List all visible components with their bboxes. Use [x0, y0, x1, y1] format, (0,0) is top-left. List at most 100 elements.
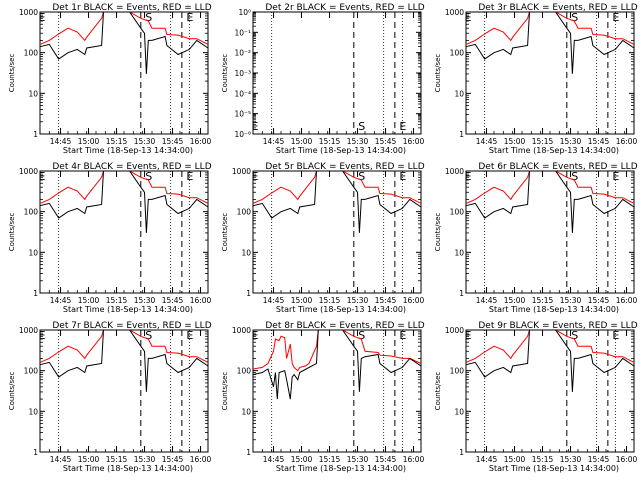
x-tick-label: 16:00 — [190, 455, 212, 464]
x-tick-label: 15:15 — [319, 455, 341, 464]
y-tick-label: 1000 — [445, 8, 464, 17]
x-tick-label: 16:00 — [616, 137, 638, 146]
x-tick-label: 15:45 — [588, 455, 610, 464]
event-marker-label: E — [465, 170, 472, 183]
x-axis-label: Start Time (18-Sep-13 14:34:00) — [489, 305, 619, 314]
x-tick-label: 14:45 — [263, 455, 285, 464]
x-axis-label: Start Time (18-Sep-13 14:34:00) — [63, 305, 193, 314]
x-tick-label: 15:00 — [504, 137, 526, 146]
x-tick-label: 15:15 — [106, 296, 128, 305]
x-tick-label: 15:45 — [375, 137, 397, 146]
event-marker-label: E — [399, 329, 406, 342]
x-tick-label: 15:00 — [78, 455, 100, 464]
y-tick-label: 10 — [241, 407, 251, 416]
x-axis-label: Start Time (18-Sep-13 14:34:00) — [489, 146, 619, 155]
x-tick-label: 15:45 — [375, 455, 397, 464]
x-tick-label: 16:00 — [616, 455, 638, 464]
x-tick-label: 15:30 — [560, 137, 582, 146]
panel-title: Det 8r BLACK = Events, RED = LLD — [265, 321, 424, 331]
events-series-line — [39, 329, 209, 392]
y-tick-label: 1 — [246, 448, 251, 457]
lld-series-line — [39, 170, 209, 204]
lld-series-line — [252, 329, 422, 372]
y-tick-label: 100 — [237, 367, 252, 376]
y-tick-label: 10 — [28, 407, 38, 416]
y-tick-label: 100 — [450, 49, 465, 58]
y-tick-label: 100 — [450, 208, 465, 217]
y-axis-label: Counts/sec — [221, 213, 229, 252]
y-tick-label: 100 — [237, 208, 252, 217]
x-tick-label: 15:00 — [78, 137, 100, 146]
y-axis-label: Counts/sec — [8, 54, 16, 93]
x-tick-label: 15:30 — [347, 137, 369, 146]
y-axis-label: Counts/sec — [434, 372, 442, 411]
y-tick-label: 10⁻⁴ — [234, 89, 251, 98]
lld-series-line — [465, 11, 635, 45]
x-axis-label: Start Time (18-Sep-13 14:34:00) — [63, 464, 193, 473]
panel-title: Det 7r BLACK = Events, RED = LLD — [52, 321, 211, 331]
y-tick-label: 10⁻⁶ — [234, 130, 251, 139]
y-tick-label: 10 — [28, 248, 38, 257]
x-tick-label: 16:00 — [403, 296, 425, 305]
x-tick-label: 15:30 — [560, 296, 582, 305]
event-marker-label: S — [145, 170, 152, 183]
event-marker-label: E — [252, 120, 259, 133]
events-series-line — [252, 170, 422, 233]
x-tick-label: 15:00 — [291, 137, 313, 146]
event-marker-label: S — [358, 170, 365, 183]
y-tick-label: 10 — [454, 248, 464, 257]
x-tick-label: 15:15 — [319, 296, 341, 305]
x-tick-label: 16:00 — [403, 455, 425, 464]
y-tick-label: 100 — [24, 208, 39, 217]
x-tick-label: 15:30 — [134, 455, 156, 464]
y-tick-label: 1 — [33, 448, 38, 457]
x-tick-label: 15:30 — [560, 455, 582, 464]
x-tick-label: 15:15 — [106, 455, 128, 464]
panel-title: Det 4r BLACK = Events, RED = LLD — [52, 162, 211, 172]
x-tick-label: 16:00 — [190, 296, 212, 305]
x-tick-label: 15:15 — [532, 455, 554, 464]
panel-title: Det 3r BLACK = Events, RED = LLD — [478, 3, 637, 13]
events-series-line — [465, 329, 635, 392]
y-tick-label: 1 — [459, 130, 464, 139]
event-marker-label: E — [39, 11, 46, 24]
x-tick-label: 14:45 — [476, 296, 498, 305]
event-marker-label: E — [612, 11, 619, 24]
x-tick-label: 15:15 — [532, 137, 554, 146]
y-axis-label: Counts/sec — [8, 213, 16, 252]
x-tick-label: 15:30 — [347, 455, 369, 464]
event-marker-label: E — [612, 329, 619, 342]
y-tick-label: 10⁰ — [238, 8, 251, 17]
x-axis-label: Start Time (18-Sep-13 14:34:00) — [276, 464, 406, 473]
lld-series-line — [39, 329, 209, 363]
event-marker-label: E — [252, 329, 259, 342]
y-axis-label: Counts/sec — [221, 372, 229, 411]
x-tick-label: 14:45 — [50, 455, 72, 464]
x-tick-label: 15:45 — [588, 296, 610, 305]
y-tick-label: 10⁻¹ — [234, 28, 251, 37]
event-marker-label: E — [465, 329, 472, 342]
lld-series-line — [252, 170, 422, 204]
y-tick-label: 1000 — [232, 326, 251, 335]
panel-title: Det 5r BLACK = Events, RED = LLD — [265, 162, 424, 172]
x-tick-label: 14:45 — [263, 296, 285, 305]
y-tick-label: 1000 — [19, 326, 38, 335]
x-tick-label: 15:30 — [134, 137, 156, 146]
x-axis-label: Start Time (18-Sep-13 14:34:00) — [489, 464, 619, 473]
event-marker-label: E — [39, 329, 46, 342]
y-axis-label: Counts/sec — [221, 54, 229, 93]
x-tick-label: 16:00 — [190, 137, 212, 146]
event-marker-label: E — [39, 170, 46, 183]
lld-series-line — [465, 329, 635, 363]
x-tick-label: 15:30 — [134, 296, 156, 305]
panel-title: Det 1r BLACK = Events, RED = LLD — [52, 3, 211, 13]
x-tick-label: 15:00 — [291, 455, 313, 464]
x-tick-label: 16:00 — [616, 296, 638, 305]
y-axis-label: Counts/sec — [434, 54, 442, 93]
